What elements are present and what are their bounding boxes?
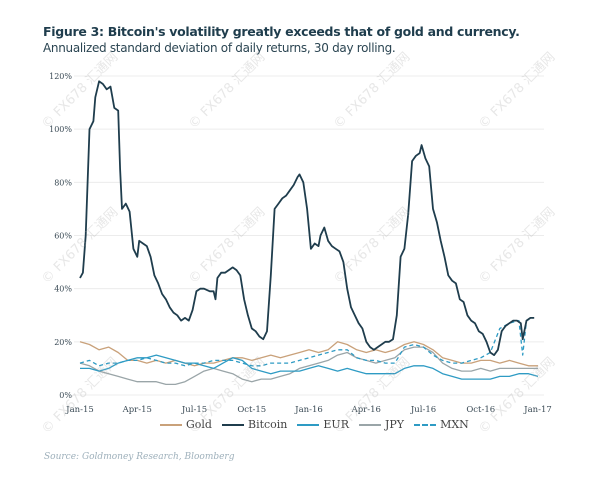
x-tick-label: Jul-15 <box>181 405 207 415</box>
legend-swatch-gold <box>160 423 182 426</box>
x-tick-label: Apr-16 <box>351 405 381 415</box>
series-line-jpy <box>79 346 538 386</box>
y-tick-label: 120% <box>49 72 72 81</box>
x-tick-label: Jul-16 <box>410 405 436 415</box>
source-note: Source: Goldmoney Research, Bloomberg <box>44 452 235 462</box>
x-tick-label: Jan-15 <box>65 405 94 415</box>
legend-label-eur: EUR <box>323 418 349 431</box>
series-line-gold <box>79 341 538 367</box>
gridlines <box>74 75 544 396</box>
legend-label-bitcoin: Bitcoin <box>247 418 288 431</box>
x-tick-label: Jan-16 <box>294 405 323 415</box>
legend-item-mxn: MXN <box>414 418 469 431</box>
legend-swatch-bitcoin <box>221 423 244 426</box>
legend-swatch-eur <box>297 423 320 426</box>
legend-item-eur: EUR <box>297 418 349 431</box>
y-tick-label: 60% <box>54 232 72 241</box>
legend-item-jpy: JPY <box>359 418 404 431</box>
y-tick-label: 20% <box>54 338 72 347</box>
y-tick-label: 80% <box>54 178 72 187</box>
y-tick-label: 100% <box>49 125 72 134</box>
legend-swatch-mxn <box>414 423 437 426</box>
x-tick-label: Oct-15 <box>237 405 266 415</box>
y-axis-ticks: 0% 20% 40% 60% 80% 100% 120% <box>49 72 72 400</box>
chart-subtitle: Annualized standard deviation of daily r… <box>43 41 396 55</box>
x-tick-label: Oct-16 <box>466 405 495 415</box>
x-axis-ticks: Jan-15 Apr-15 Jul-15 Oct-15 Jan-16 Apr-16 Jul-… <box>65 405 552 415</box>
series-line-eur <box>80 354 539 380</box>
y-tick-label: 40% <box>54 285 72 294</box>
y-tick-label: 0% <box>59 391 72 400</box>
legend-label-gold: Gold <box>186 418 212 431</box>
legend-swatch-jpy <box>359 423 381 426</box>
legend-label-jpy: JPY <box>385 418 405 431</box>
x-tick-label: Apr-15 <box>122 405 152 415</box>
series-line-mxn <box>79 317 533 367</box>
x-tick-label: Jan-17 <box>523 405 552 415</box>
legend: Gold Bitcoin EUR JPY MXN <box>160 418 469 431</box>
chart-title: Figure 3: Bitcoin's volatility greatly e… <box>43 24 520 39</box>
series-lines <box>79 80 539 386</box>
legend-item-gold: Gold <box>160 418 212 431</box>
legend-label-mxn: MXN <box>440 418 469 431</box>
legend-item-bitcoin: Bitcoin <box>221 418 288 431</box>
series-line-bitcoin <box>79 80 535 356</box>
